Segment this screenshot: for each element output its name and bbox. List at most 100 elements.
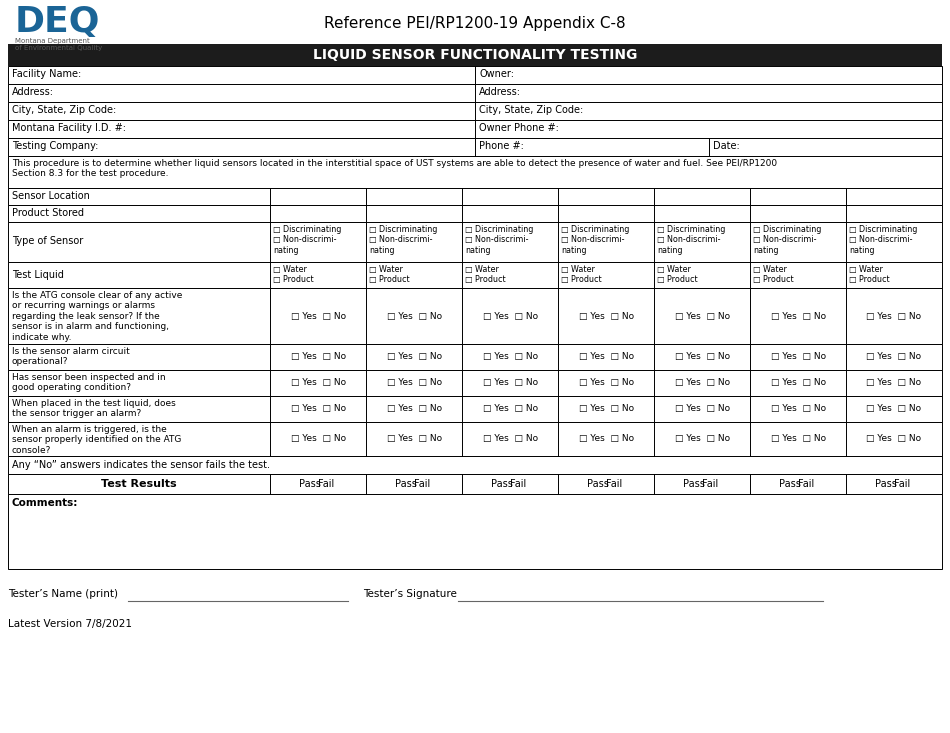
Bar	[8, 456, 942, 474]
Text: □ Water
□ Product: □ Water □ Product	[849, 265, 890, 284]
Bar	[8, 84, 942, 102]
Text: □ Yes  □ No: □ Yes □ No	[387, 405, 442, 413]
Text: □ Yes  □ No: □ Yes □ No	[579, 435, 634, 443]
Text: Tester’s Signature: Tester’s Signature	[363, 589, 457, 599]
Text: □ Discriminating
□ Non-discrimi-
nating: □ Discriminating □ Non-discrimi- nating	[370, 225, 438, 255]
Text: □ Water
□ Product: □ Water □ Product	[274, 265, 314, 284]
Text: Test Results: Test Results	[102, 479, 177, 489]
Text: □ Discriminating
□ Non-discrimi-
nating: □ Discriminating □ Non-discrimi- nating	[466, 225, 534, 255]
Text: Pass: Pass	[491, 479, 513, 489]
Text: □ Discriminating
□ Non-discrimi-
nating: □ Discriminating □ Non-discrimi- nating	[753, 225, 822, 255]
Text: Is the ATG console clear of any active
or recurring warnings or alarms
regarding: Is the ATG console clear of any active o…	[12, 291, 182, 342]
Text: □ Yes  □ No: □ Yes □ No	[674, 435, 730, 443]
Bar	[8, 205, 942, 222]
Text: □ Yes  □ No: □ Yes □ No	[674, 312, 730, 320]
Text: □ Yes  □ No: □ Yes □ No	[483, 405, 538, 413]
Text: □ Yes  □ No: □ Yes □ No	[866, 405, 921, 413]
Text: Product Stored: Product Stored	[12, 208, 84, 218]
Text: □ Yes  □ No: □ Yes □ No	[483, 312, 538, 320]
Text: □ Yes  □ No: □ Yes □ No	[291, 312, 346, 320]
Text: This procedure is to determine whether liquid sensors located in the interstitia: This procedure is to determine whether l…	[12, 159, 777, 178]
Text: □ Yes  □ No: □ Yes □ No	[387, 312, 442, 320]
Text: LIQUID SENSOR FUNCTIONALITY TESTING: LIQUID SENSOR FUNCTIONALITY TESTING	[313, 48, 637, 62]
Text: □ Yes  □ No: □ Yes □ No	[387, 378, 442, 388]
Text: □ Discriminating
□ Non-discrimi-
nating: □ Discriminating □ Non-discrimi- nating	[657, 225, 726, 255]
Text: □ Yes  □ No: □ Yes □ No	[483, 378, 538, 388]
Bar	[8, 44, 942, 66]
Text: □ Water
□ Product: □ Water □ Product	[370, 265, 410, 284]
Text: Any “No” answers indicates the sensor fails the test.: Any “No” answers indicates the sensor fa…	[12, 460, 270, 470]
Text: □ Yes  □ No: □ Yes □ No	[579, 378, 634, 388]
Bar	[8, 422, 942, 456]
Text: Pass: Pass	[395, 479, 417, 489]
Text: □ Water
□ Product: □ Water □ Product	[753, 265, 794, 284]
Text: Owner:: Owner:	[479, 69, 514, 79]
Bar	[8, 188, 942, 205]
Text: □ Yes  □ No: □ Yes □ No	[291, 435, 346, 443]
Text: Facility Name:: Facility Name:	[12, 69, 82, 79]
Text: □ Yes  □ No: □ Yes □ No	[866, 353, 921, 361]
Text: □ Yes  □ No: □ Yes □ No	[866, 378, 921, 388]
Bar	[8, 474, 942, 494]
Bar	[8, 138, 942, 156]
Bar	[8, 370, 942, 396]
Bar	[8, 156, 942, 188]
Text: □ Yes  □ No: □ Yes □ No	[579, 353, 634, 361]
Text: □ Yes  □ No: □ Yes □ No	[770, 312, 826, 320]
Text: City, State, Zip Code:: City, State, Zip Code:	[479, 105, 583, 115]
Text: Has sensor been inspected and in
good operating condition?: Has sensor been inspected and in good op…	[12, 373, 165, 392]
Text: Address:: Address:	[12, 87, 54, 97]
Text: □ Yes  □ No: □ Yes □ No	[770, 353, 826, 361]
Text: □ Yes  □ No: □ Yes □ No	[770, 435, 826, 443]
Text: □ Yes  □ No: □ Yes □ No	[770, 378, 826, 388]
Text: □ Discriminating
□ Non-discrimi-
nating: □ Discriminating □ Non-discrimi- nating	[274, 225, 342, 255]
Text: Pass: Pass	[683, 479, 705, 489]
Text: Fail: Fail	[798, 479, 814, 489]
Text: □ Discriminating
□ Non-discrimi-
nating: □ Discriminating □ Non-discrimi- nating	[561, 225, 630, 255]
Text: DEQ: DEQ	[15, 5, 101, 39]
Text: Type of Sensor: Type of Sensor	[12, 236, 84, 246]
Text: When placed in the test liquid, does
the sensor trigger an alarm?: When placed in the test liquid, does the…	[12, 399, 176, 419]
Text: □ Yes  □ No: □ Yes □ No	[579, 405, 634, 413]
Text: Reference PEI/RP1200-19 Appendix C-8: Reference PEI/RP1200-19 Appendix C-8	[324, 16, 626, 31]
Text: □ Yes  □ No: □ Yes □ No	[291, 353, 346, 361]
Text: Owner Phone #:: Owner Phone #:	[479, 123, 559, 133]
Bar	[8, 222, 942, 262]
Text: □ Yes  □ No: □ Yes □ No	[770, 405, 826, 413]
Text: □ Yes  □ No: □ Yes □ No	[483, 435, 538, 443]
Text: Fail: Fail	[510, 479, 526, 489]
Text: Address:: Address:	[479, 87, 521, 97]
Text: □ Water
□ Product: □ Water □ Product	[657, 265, 698, 284]
Text: □ Discriminating
□ Non-discrimi-
nating: □ Discriminating □ Non-discrimi- nating	[849, 225, 918, 255]
Text: □ Yes  □ No: □ Yes □ No	[387, 353, 442, 361]
Text: City, State, Zip Code:: City, State, Zip Code:	[12, 105, 116, 115]
Text: □ Water
□ Product: □ Water □ Product	[561, 265, 602, 284]
Text: When an alarm is triggered, is the
sensor properly identified on the ATG
console: When an alarm is triggered, is the senso…	[12, 425, 181, 454]
Text: □ Yes  □ No: □ Yes □ No	[291, 405, 346, 413]
Text: Phone #:: Phone #:	[479, 141, 523, 151]
Text: □ Yes  □ No: □ Yes □ No	[483, 353, 538, 361]
Text: Fail: Fail	[318, 479, 334, 489]
Text: Latest Version 7/8/2021: Latest Version 7/8/2021	[8, 619, 132, 629]
Text: Sensor Location: Sensor Location	[12, 191, 90, 201]
Text: □ Yes  □ No: □ Yes □ No	[674, 353, 730, 361]
Bar	[8, 344, 942, 370]
Text: □ Yes  □ No: □ Yes □ No	[866, 435, 921, 443]
Bar	[8, 120, 942, 138]
Text: Montana Facility I.D. #:: Montana Facility I.D. #:	[12, 123, 126, 133]
Bar	[8, 396, 942, 422]
Text: □ Water
□ Product: □ Water □ Product	[466, 265, 506, 284]
Text: Fail: Fail	[894, 479, 910, 489]
Text: □ Yes  □ No: □ Yes □ No	[674, 378, 730, 388]
Text: Pass: Pass	[299, 479, 321, 489]
Text: Testing Company:: Testing Company:	[12, 141, 99, 151]
Text: Fail: Fail	[702, 479, 718, 489]
Text: Montana Department
of Environmental Quality: Montana Department of Environmental Qual…	[15, 38, 103, 51]
Text: □ Yes  □ No: □ Yes □ No	[579, 312, 634, 320]
Text: Fail: Fail	[606, 479, 622, 489]
Text: Date:: Date:	[712, 141, 739, 151]
Bar	[8, 494, 942, 569]
Text: Pass: Pass	[779, 479, 801, 489]
Bar	[8, 102, 942, 120]
Text: □ Yes  □ No: □ Yes □ No	[866, 312, 921, 320]
